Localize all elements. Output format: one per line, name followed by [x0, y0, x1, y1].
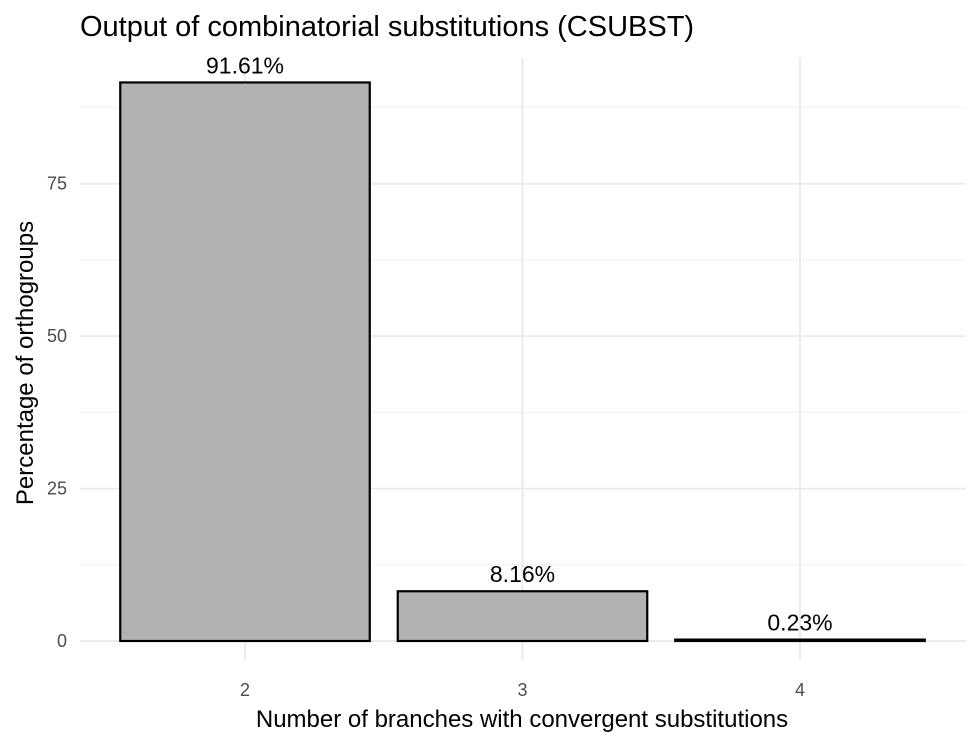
- x-axis-ticks: 2 3 4: [240, 680, 805, 700]
- data-label: 91.61%: [206, 52, 284, 78]
- x-axis-title: Number of branches with convergent subst…: [256, 706, 788, 733]
- y-tick-label: 0: [57, 631, 67, 651]
- bar-4: [674, 638, 926, 643]
- y-tick-label: 50: [47, 326, 67, 346]
- y-tick-label: 25: [47, 479, 67, 499]
- x-tick-label: 2: [240, 680, 250, 700]
- x-tick-label: 4: [795, 680, 805, 700]
- data-label: 0.23%: [767, 610, 832, 636]
- data-label: 8.16%: [490, 561, 555, 587]
- chart-title: Output of combinatorial substitutions (C…: [80, 11, 694, 43]
- y-tick-label: 75: [47, 174, 67, 194]
- bar-3: [396, 590, 649, 643]
- bars: [119, 81, 926, 643]
- x-tick-label: 3: [517, 680, 527, 700]
- data-labels: 91.61% 8.16% 0.23%: [206, 52, 833, 635]
- y-axis-ticks: 0 25 50 75: [47, 174, 67, 651]
- bar-2: [119, 81, 371, 643]
- y-axis-title: Percentage of orthogroups: [12, 221, 39, 505]
